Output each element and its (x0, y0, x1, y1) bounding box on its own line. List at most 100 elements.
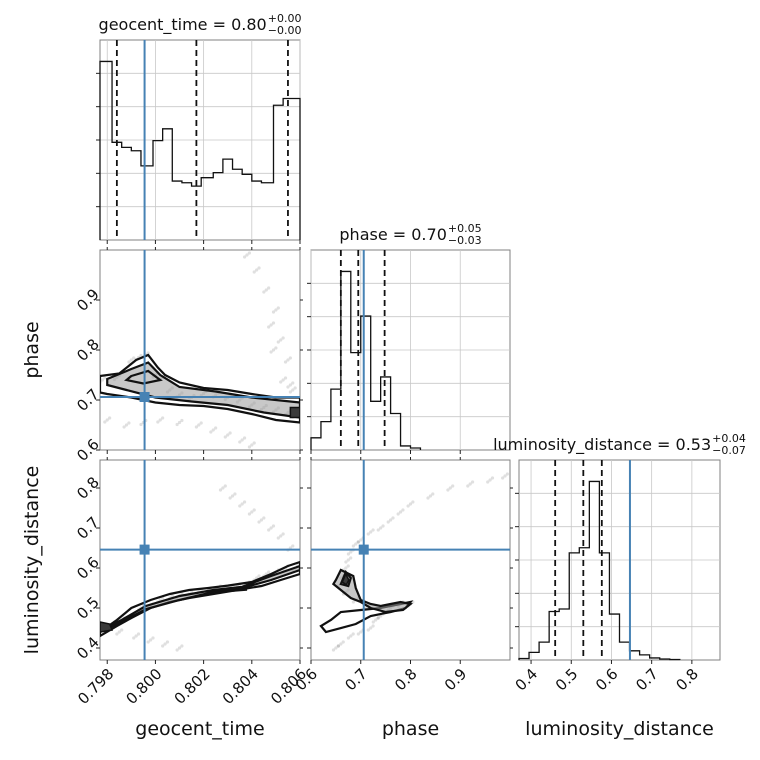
truth-marker (139, 544, 150, 555)
x-tick-label: 0.4 (512, 665, 542, 695)
sample-point (386, 520, 390, 524)
sample-point (230, 494, 235, 498)
sample-point (242, 436, 247, 440)
sample-point (247, 445, 252, 449)
scatter-frame (99, 459, 301, 661)
sample-point (100, 378, 105, 382)
sample-point (431, 492, 435, 496)
sample-point (250, 510, 254, 514)
sample-point (356, 540, 360, 544)
title-sub: −0.07 (712, 444, 746, 457)
sample-point (223, 484, 227, 488)
sample-point (264, 288, 268, 292)
sample-point (156, 420, 160, 424)
title-sub: −0.00 (268, 24, 302, 37)
sample-point (293, 386, 297, 390)
scatter-panel-phase-luminosity_distance (307, 457, 513, 664)
sample-point (426, 496, 430, 500)
sample-point (122, 425, 126, 429)
sample-point (262, 290, 266, 294)
x-tick-label: 0.7 (341, 665, 371, 695)
sample-point (177, 420, 182, 425)
contour-inner (217, 586, 248, 593)
x-tick-label: 0.6 (592, 665, 622, 695)
sample-point (247, 512, 252, 516)
sample-point (214, 426, 218, 430)
sample-point (197, 423, 201, 427)
sample-point (339, 642, 343, 646)
contour-mid (100, 564, 300, 634)
sample-point (161, 416, 165, 420)
sample-point (446, 488, 450, 492)
sample-point (281, 378, 285, 382)
sample-point (371, 624, 375, 628)
sample-point (336, 644, 340, 648)
sample-point (269, 350, 273, 354)
sample-point (381, 524, 385, 528)
truth-marker (358, 544, 369, 555)
sample-point (331, 648, 336, 652)
hist-title-phase: phase = 0.70 +0.05−0.03 (339, 222, 481, 247)
sample-point (223, 435, 227, 439)
sample-point (257, 574, 261, 578)
sample-point (374, 618, 378, 622)
sample-point (396, 512, 400, 516)
scatter-inner (100, 484, 300, 652)
y-tick-label: 0.6 (73, 553, 103, 583)
sample-point (115, 632, 119, 636)
x-tick-label: 0.9 (441, 665, 471, 695)
sample-point (468, 482, 472, 486)
sample-point (267, 286, 271, 290)
sample-point (369, 626, 373, 630)
hist-panel-phase: phase = 0.70 +0.05−0.03 (307, 222, 511, 454)
hist-title-geocent_time: geocent_time = 0.80 +0.00−0.00 (99, 12, 302, 37)
sample-point (501, 476, 505, 480)
y-tick-label: 0.4 (73, 633, 103, 663)
sample-point (283, 360, 288, 364)
sample-point (242, 255, 247, 259)
sample-point (240, 438, 244, 442)
sample-point (105, 418, 109, 422)
sample-point (398, 510, 403, 514)
sample-point (379, 526, 383, 530)
sample-point (269, 526, 273, 530)
sample-point (359, 630, 363, 634)
sample-point (146, 351, 150, 355)
hist-panel-geocent_time: geocent_time = 0.80 +0.00−0.00 (96, 12, 301, 244)
sample-point (401, 508, 405, 512)
sample-point (257, 266, 261, 270)
title-sup: +0.00 (268, 12, 302, 25)
hist-panel-luminosity_distance: luminosity_distance = 0.53 +0.04−0.07 (493, 432, 746, 664)
sample-point (276, 340, 280, 344)
sample-point (252, 270, 256, 274)
sample-point (448, 486, 452, 490)
title-sup: +0.05 (448, 222, 482, 235)
sample-point (408, 502, 413, 506)
contour-core (341, 572, 350, 586)
sample-point (271, 321, 276, 325)
sample-point (291, 544, 295, 548)
sample-point (146, 640, 150, 644)
sample-point (103, 376, 107, 380)
sample-point (271, 310, 276, 314)
sample-point (288, 383, 292, 387)
sample-point (351, 600, 355, 604)
sample-point (267, 570, 271, 574)
sample-point (366, 628, 370, 632)
sample-point (252, 508, 256, 512)
sample-point (356, 632, 360, 636)
sample-point (221, 486, 225, 490)
contour-mid (331, 568, 414, 614)
contour-core (100, 621, 114, 633)
sample-point (283, 376, 288, 380)
sample-point (269, 323, 273, 327)
sample-point (271, 524, 276, 528)
sample-point (503, 474, 507, 478)
sample-point (218, 488, 223, 492)
sample-point (451, 484, 455, 488)
sample-point (291, 381, 295, 385)
sample-point (158, 418, 162, 422)
sample-point (344, 566, 348, 570)
hist-step-line (310, 270, 422, 450)
sample-point (470, 480, 475, 484)
